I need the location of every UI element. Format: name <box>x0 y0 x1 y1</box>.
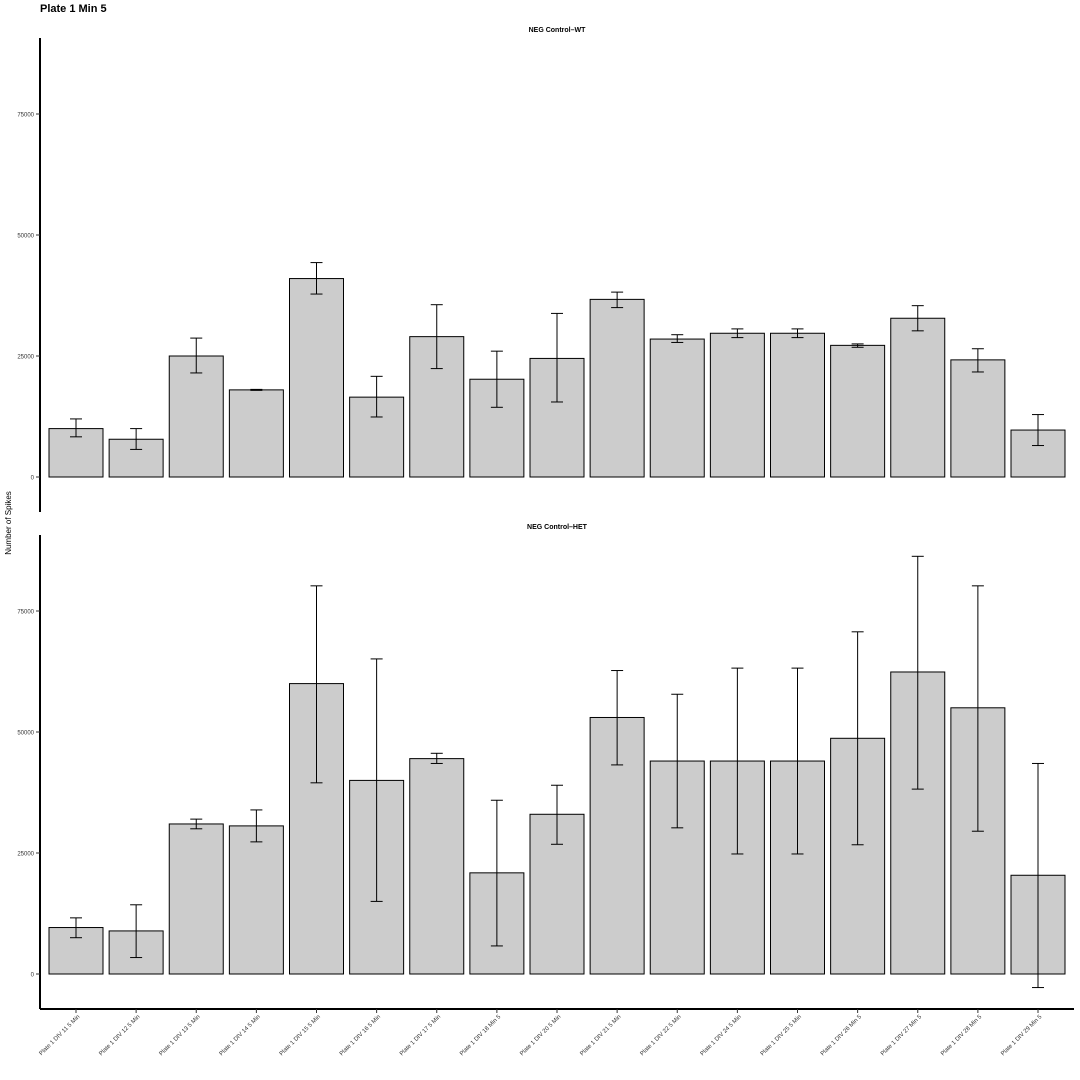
y-axis-label: Number of Spikes <box>4 491 13 555</box>
x-tick-label: Plate 1 DIV 21 5 Min <box>579 1014 622 1057</box>
y-tick-label: 25000 <box>17 852 34 858</box>
bar <box>289 278 344 478</box>
panel-title: NEG Control–HET <box>527 524 588 531</box>
x-tick-label: Plate 1 DIV 12 5 Min <box>98 1014 141 1057</box>
bar <box>409 758 465 975</box>
y-tick-label: 75000 <box>17 610 34 616</box>
plot-title: Plate 1 Min 5 <box>40 3 107 15</box>
x-tick-label: Plate 1 DIV 14 5 Min <box>219 1014 262 1057</box>
y-tick-label: 0 <box>31 476 35 482</box>
y-tick-label: 50000 <box>17 731 34 737</box>
x-tick-label: Plate 1 DIV 24 5 Min <box>700 1014 743 1057</box>
bar <box>649 338 705 478</box>
bar <box>830 344 886 478</box>
x-tick-label: Plate 1 DIV 15 5 Min <box>279 1014 322 1057</box>
x-tick-label: Plate 1 DIV 17 5 Min <box>399 1014 442 1057</box>
x-tick-label: Plate 1 DIV 18 Min 5 <box>459 1014 503 1058</box>
x-tick-label: Plate 1 DIV 26 Min 5 <box>820 1014 864 1058</box>
x-tick-label: Plate 1 DIV 22 5 Min <box>640 1014 683 1057</box>
bar <box>228 825 284 975</box>
x-tick-label: Plate 1 DIV 11 5 Min <box>39 1014 82 1057</box>
y-tick-label: 25000 <box>17 355 34 361</box>
bar <box>950 359 1006 478</box>
bar <box>228 389 284 478</box>
x-tick-label: Plate 1 DIV 16 5 Min <box>339 1014 382 1057</box>
bar <box>108 438 164 478</box>
x-tick-label: Plate 1 DIV 13 5 Min <box>159 1014 202 1057</box>
x-tick-label: Plate 1 DIV 20 5 Min <box>519 1014 562 1057</box>
panel-title: NEG Control–WT <box>529 27 586 34</box>
x-tick-label: Plate 1 DIV 25 5 Min <box>760 1014 803 1057</box>
bar <box>709 332 765 478</box>
bar <box>168 823 224 975</box>
bar <box>890 317 946 478</box>
y-tick-label: 50000 <box>17 234 34 240</box>
bar <box>168 355 224 478</box>
y-tick-label: 75000 <box>17 113 34 119</box>
bar <box>589 298 645 478</box>
x-tick-label: Plate 1 DIV 29 Min 5 <box>1000 1014 1044 1058</box>
x-tick-label: Plate 1 DIV 28 Min 5 <box>940 1014 984 1058</box>
y-tick-label: 0 <box>31 973 35 979</box>
x-tick-label: Plate 1 DIV 27 Min 5 <box>880 1014 924 1058</box>
bar <box>770 332 825 478</box>
